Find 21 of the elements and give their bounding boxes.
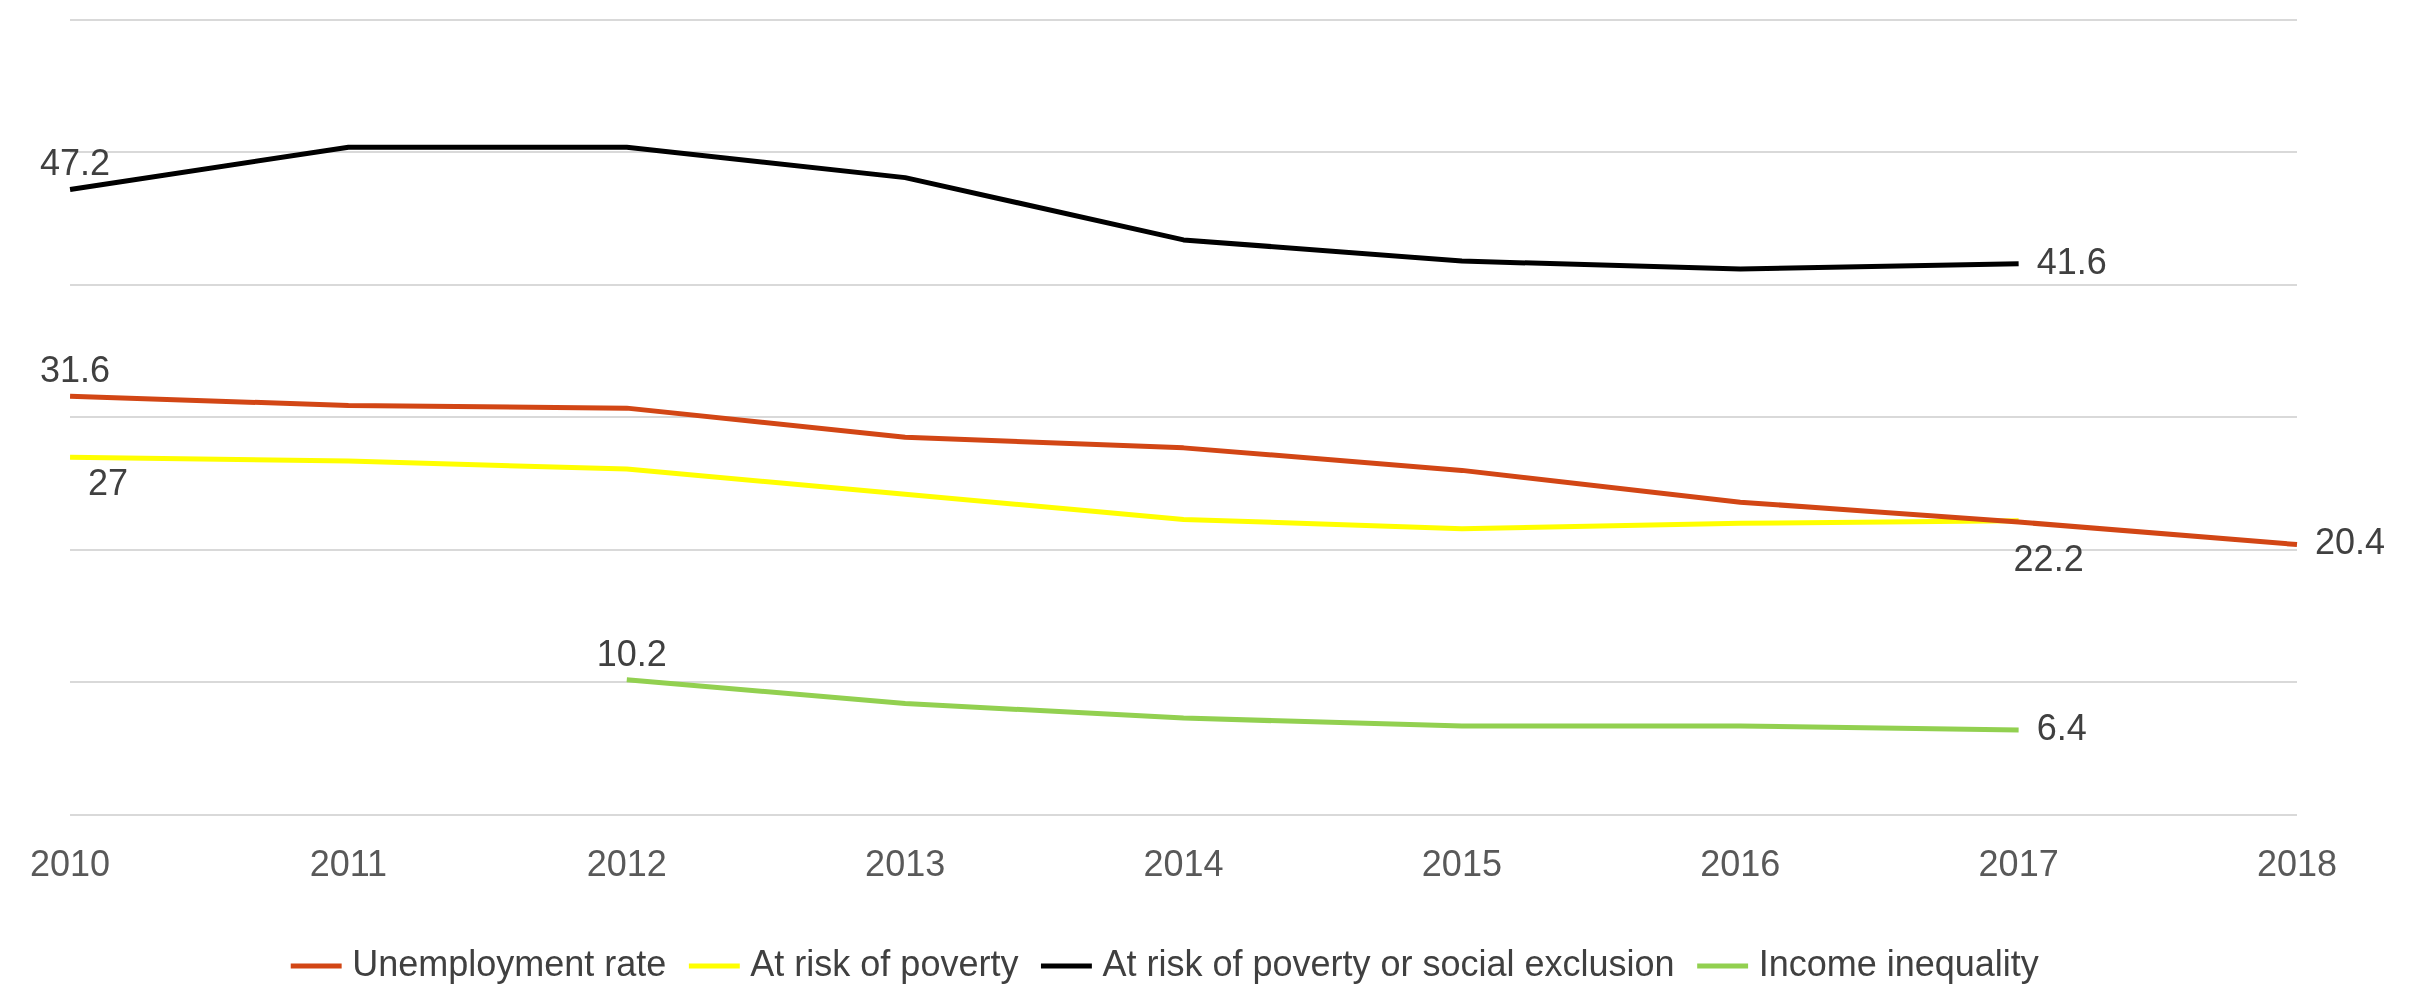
legend-label: Unemployment rate [352,942,667,984]
x-tick-label: 2011 [309,843,388,885]
legend-label: Income inequality [1758,942,2039,984]
x-tick-label: 2013 [865,843,946,885]
x-tick-label: 2014 [1143,843,1224,885]
data-label: 41.6 [2036,240,2107,282]
legend-label: At risk of poverty or social exclusion [1102,942,1675,984]
data-label: 27 [88,462,129,504]
legend-label: At risk of poverty [750,942,1019,984]
data-label: 10.2 [596,632,667,674]
data-label: 6.4 [2036,706,2087,748]
x-tick-label: 2017 [1978,843,2059,885]
x-tick-label: 2015 [1421,843,1502,885]
data-label: 22.2 [2013,537,2084,579]
x-tick-label: 2012 [586,843,667,885]
data-label: 31.6 [40,349,111,391]
x-tick-label: 2016 [1700,843,1781,885]
data-label: 20.4 [2315,521,2386,563]
x-tick-label: 2010 [30,843,111,885]
data-label: 47.2 [40,142,111,184]
x-tick-label: 2018 [2256,843,2338,885]
